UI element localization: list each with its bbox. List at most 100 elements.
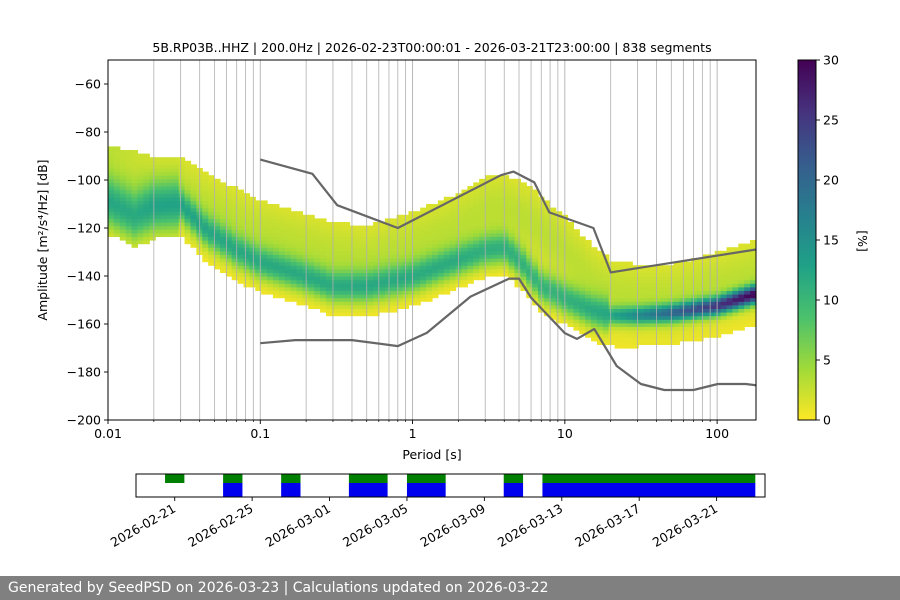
density-cell: [432, 276, 439, 281]
density-cell: [166, 222, 174, 227]
density-cell: [490, 236, 498, 241]
density-cell: [455, 196, 463, 201]
density-cell: [549, 222, 557, 227]
density-cell: [308, 236, 315, 241]
density-cell: [543, 297, 551, 302]
density-cell: [496, 236, 504, 241]
density-cell: [337, 312, 345, 317]
density-cell: [579, 258, 586, 263]
density-cell: [667, 326, 675, 331]
density-cell: [667, 322, 675, 327]
density-cell: [744, 286, 751, 291]
density-cell: [172, 218, 180, 223]
density-cell: [314, 276, 321, 281]
density-cell: [284, 222, 292, 227]
density-cell: [520, 258, 527, 263]
plot-frame: [107, 59, 757, 421]
density-cell: [426, 283, 433, 288]
density-cell: [467, 229, 474, 234]
density-cell: [320, 254, 327, 259]
density-cell: [614, 294, 622, 299]
density-cell: [620, 304, 627, 309]
density-cell: [579, 290, 586, 295]
density-cell: [255, 250, 262, 255]
density-cell: [691, 268, 698, 273]
density-cell: [714, 279, 722, 284]
density-cell: [308, 304, 315, 309]
density-cell: [455, 283, 463, 288]
density-cell: [638, 290, 645, 295]
density-cell: [308, 276, 315, 281]
density-cell: [267, 204, 274, 209]
density-cell: [496, 182, 504, 187]
density-cell: [608, 294, 616, 299]
density-cell: [596, 308, 604, 313]
density-cell: [697, 279, 704, 284]
density-cell: [614, 337, 622, 342]
density-cell: [508, 229, 516, 234]
density-cell: [325, 254, 333, 259]
density-cell: [208, 178, 215, 183]
density-cell: [396, 272, 404, 277]
density-cell: [166, 171, 174, 176]
density-cell: [408, 250, 415, 255]
density-cell: [278, 272, 286, 277]
density-cell: [532, 294, 539, 299]
density-cell: [744, 304, 751, 309]
density-cell: [579, 319, 586, 324]
density-cell: [532, 258, 539, 263]
density-cell: [237, 276, 245, 281]
density-cell: [732, 315, 739, 320]
density-cell: [502, 258, 510, 263]
density-cell: [190, 211, 197, 216]
density-cell: [284, 218, 292, 223]
density-cell: [555, 268, 563, 273]
density-cell: [125, 193, 133, 198]
density-cell: [520, 204, 527, 209]
density-cell: [502, 211, 510, 216]
density-cell: [585, 243, 592, 248]
density-cell: [655, 304, 663, 309]
density-cell: [720, 308, 728, 313]
density-cell: [231, 272, 239, 277]
density-cell: [750, 250, 756, 255]
density-cell: [714, 276, 722, 281]
density-cell: [373, 243, 380, 248]
density-cell: [602, 337, 610, 342]
density-cell: [308, 240, 315, 245]
density-cell: [237, 214, 245, 219]
density-cell: [555, 254, 563, 259]
density-cell: [149, 189, 156, 194]
density-cell: [726, 261, 734, 266]
density-cell: [543, 243, 551, 248]
density-cell: [479, 276, 486, 281]
density-cell: [255, 229, 262, 234]
density-cell: [308, 254, 315, 259]
colorbar-tick-label: 15: [823, 233, 839, 248]
density-cell: [414, 283, 421, 288]
density-cell: [331, 254, 339, 259]
density-cell: [608, 265, 616, 270]
density-cell: [390, 261, 398, 266]
density-cell: [296, 276, 303, 281]
density-cell: [231, 261, 239, 266]
density-cell: [155, 196, 162, 201]
density-cell: [443, 265, 451, 270]
density-cell: [532, 189, 539, 194]
density-cell: [467, 276, 474, 281]
density-cell: [284, 247, 292, 252]
density-cell: [520, 186, 527, 191]
density-cell: [679, 326, 686, 331]
density-cell: [113, 171, 121, 176]
density-cell: [602, 301, 610, 306]
density-cell: [726, 276, 734, 281]
density-cell: [396, 301, 404, 306]
density-cell: [420, 247, 427, 252]
density-cell: [708, 261, 716, 266]
density-cell: [490, 261, 498, 266]
density-cell: [508, 200, 516, 205]
density-cell: [514, 240, 521, 245]
density-cell: [555, 232, 563, 237]
density-cell: [485, 200, 492, 205]
density-cell: [502, 225, 510, 230]
